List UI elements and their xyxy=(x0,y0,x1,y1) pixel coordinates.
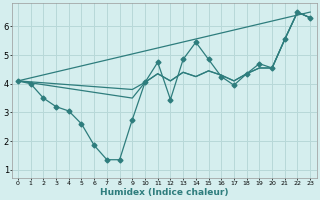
X-axis label: Humidex (Indice chaleur): Humidex (Indice chaleur) xyxy=(100,188,228,197)
